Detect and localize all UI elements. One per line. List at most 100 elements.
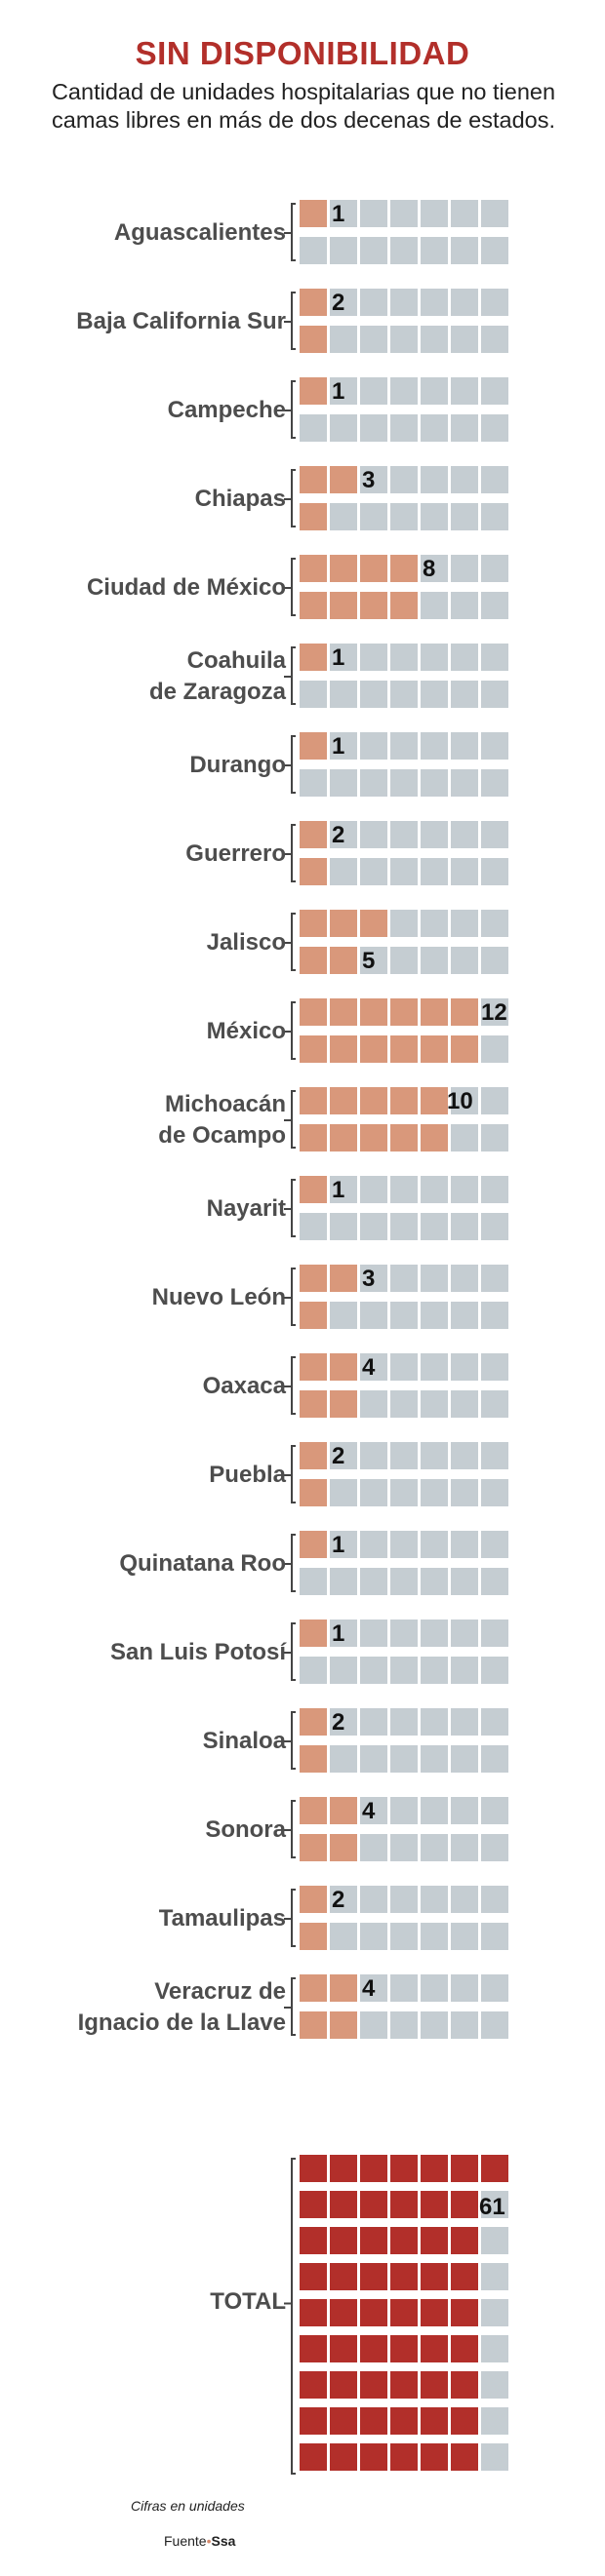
total-filled-cell — [360, 2227, 387, 2254]
empty-cell — [451, 681, 478, 708]
row-bracket — [284, 1889, 296, 1947]
total-filled-cell — [451, 2443, 478, 2471]
empty-cell — [360, 1479, 387, 1506]
row-bracket — [284, 292, 296, 350]
row-bracket — [284, 1001, 296, 1060]
empty-cell — [300, 414, 327, 442]
empty-cell — [300, 681, 327, 708]
empty-cell — [451, 1708, 478, 1736]
empty-cell — [421, 326, 448, 353]
value-label: 8 — [423, 556, 435, 582]
empty-cell — [360, 1390, 387, 1418]
empty-cell — [481, 1353, 508, 1381]
empty-cell — [481, 1886, 508, 1913]
empty-cell — [481, 681, 508, 708]
empty-cell — [360, 732, 387, 760]
total-filled-cell — [421, 2443, 448, 2471]
filled-cell — [330, 1390, 357, 1418]
empty-cell — [481, 644, 508, 671]
empty-cell — [451, 858, 478, 885]
empty-cell — [360, 1265, 387, 1292]
empty-cell — [360, 466, 387, 493]
empty-cell — [390, 1797, 418, 1824]
total-filled-cell — [390, 2335, 418, 2362]
total-value-label: 61 — [479, 2194, 505, 2220]
empty-cell — [421, 1708, 448, 1736]
total-empty-cell — [481, 2371, 508, 2399]
row-bracket — [284, 380, 296, 439]
empty-cell — [390, 1479, 418, 1506]
filled-cell — [300, 644, 327, 671]
empty-cell — [330, 377, 357, 405]
empty-cell — [421, 769, 448, 797]
filled-cell — [300, 1923, 327, 1950]
filled-cell — [330, 910, 357, 937]
empty-cell — [421, 1834, 448, 1861]
empty-cell — [330, 200, 357, 227]
empty-cell — [390, 2011, 418, 2039]
total-filled-cell — [360, 2407, 387, 2435]
total-filled-cell — [360, 2299, 387, 2326]
filled-cell — [330, 2011, 357, 2039]
filled-cell — [300, 1531, 327, 1558]
total-filled-cell — [451, 2227, 478, 2254]
empty-cell — [481, 1834, 508, 1861]
state-label-line: Campeche — [167, 397, 286, 423]
value-label: 2 — [332, 1887, 344, 1913]
empty-cell — [330, 414, 357, 442]
empty-cell — [330, 769, 357, 797]
total-filled-cell — [421, 2263, 448, 2290]
row-bracket — [284, 1179, 296, 1237]
empty-cell — [451, 414, 478, 442]
row-bracket — [284, 203, 296, 261]
empty-cell — [481, 1479, 508, 1506]
total-filled-cell — [421, 2299, 448, 2326]
empty-cell — [360, 1657, 387, 1684]
row-bracket — [284, 913, 296, 971]
filled-cell — [390, 592, 418, 619]
empty-cell — [421, 1353, 448, 1381]
source-label: Fuente — [164, 2533, 207, 2549]
empty-cell — [481, 555, 508, 582]
empty-cell — [421, 1479, 448, 1506]
state-label-line: Guerrero — [185, 840, 286, 867]
total-filled-cell — [390, 2299, 418, 2326]
filled-cell — [390, 1087, 418, 1114]
filled-cell — [300, 821, 327, 848]
row-bracket — [284, 735, 296, 794]
empty-cell — [360, 1568, 387, 1595]
empty-cell — [481, 1974, 508, 2002]
empty-cell — [330, 1302, 357, 1329]
empty-cell — [330, 1442, 357, 1469]
filled-cell — [330, 1834, 357, 1861]
value-label: 1 — [332, 1532, 344, 1558]
row-bracket — [284, 1622, 296, 1681]
row-bracket — [284, 824, 296, 882]
state-label-line: Michoacán — [164, 1091, 286, 1117]
state-label-line: Sonora — [205, 1816, 286, 1843]
empty-cell — [451, 1265, 478, 1292]
state-label-line: Ignacio de la Llave — [77, 2010, 286, 2036]
value-label: 1 — [332, 644, 344, 671]
filled-cell — [300, 1124, 327, 1151]
total-filled-cell — [390, 2227, 418, 2254]
empty-cell — [360, 769, 387, 797]
empty-cell — [300, 237, 327, 264]
empty-cell — [390, 1265, 418, 1292]
empty-cell — [360, 1923, 387, 1950]
empty-cell — [451, 237, 478, 264]
total-filled-cell — [360, 2191, 387, 2218]
empty-cell — [421, 1390, 448, 1418]
state-label-line: Sinaloa — [202, 1728, 286, 1754]
empty-cell — [451, 1479, 478, 1506]
value-label: 12 — [481, 999, 507, 1026]
state-label-line: México — [206, 1018, 286, 1044]
empty-cell — [451, 1923, 478, 1950]
empty-cell — [330, 1568, 357, 1595]
empty-cell — [421, 466, 448, 493]
filled-cell — [300, 1745, 327, 1773]
empty-cell — [451, 910, 478, 937]
empty-cell — [421, 1302, 448, 1329]
filled-cell — [360, 1087, 387, 1114]
empty-cell — [481, 1087, 508, 1114]
